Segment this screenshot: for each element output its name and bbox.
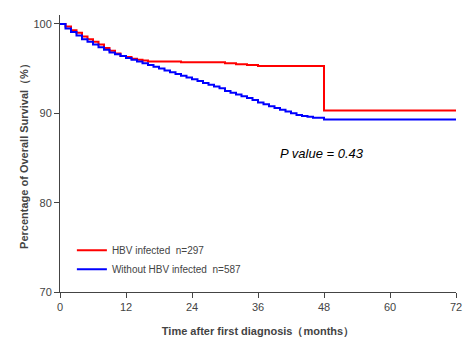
svg-text:Without HBV infected n=587: Without HBV infected n=587	[112, 264, 241, 275]
svg-text:80: 80	[40, 197, 52, 209]
svg-text:HBV infected n=297: HBV infected n=297	[112, 245, 204, 256]
svg-text:24: 24	[186, 301, 198, 313]
svg-text:Time after first diagnosis（mon: Time after first diagnosis（months）	[162, 325, 354, 338]
svg-text:90: 90	[40, 107, 52, 119]
svg-text:12: 12	[120, 301, 132, 313]
svg-text:48: 48	[318, 301, 330, 313]
svg-text:100: 100	[33, 18, 51, 30]
svg-text:36: 36	[252, 301, 264, 313]
svg-text:70: 70	[40, 286, 52, 298]
svg-text:60: 60	[384, 301, 396, 313]
svg-text:P value = 0.43: P value = 0.43	[280, 146, 364, 161]
svg-text:Percentage of Overall Survival: Percentage of Overall Survival（%）	[18, 58, 31, 249]
svg-text:72: 72	[450, 301, 462, 313]
svg-text:0: 0	[57, 301, 63, 313]
